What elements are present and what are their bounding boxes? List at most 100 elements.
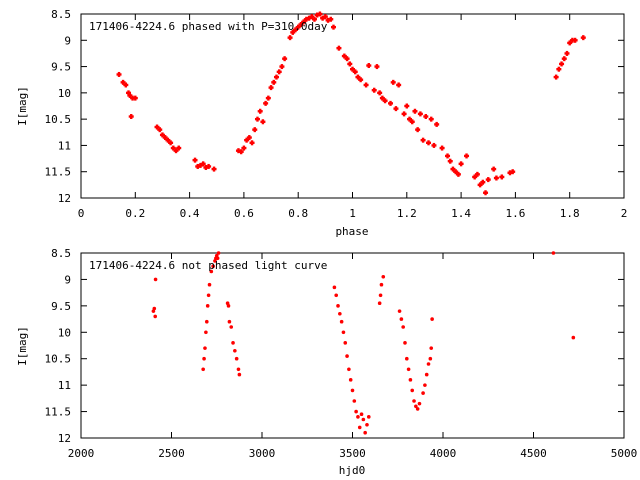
data-point bbox=[176, 145, 182, 151]
data-point bbox=[403, 341, 407, 345]
x-tick-label: 1.4 bbox=[451, 207, 471, 220]
data-point bbox=[572, 37, 578, 43]
data-point bbox=[348, 378, 353, 382]
data-point bbox=[162, 135, 168, 141]
data-point bbox=[238, 149, 244, 155]
data-point bbox=[347, 367, 351, 372]
data-point bbox=[408, 378, 413, 382]
data-point bbox=[206, 163, 212, 169]
data-point bbox=[257, 108, 263, 114]
data-point bbox=[309, 14, 315, 20]
data-point bbox=[412, 108, 418, 114]
data-point bbox=[417, 401, 422, 406]
y-tick-label: 10 bbox=[58, 87, 71, 100]
data-point bbox=[153, 277, 158, 282]
data-point bbox=[430, 317, 434, 321]
data-point bbox=[317, 11, 323, 17]
y-tick-label: 8.5 bbox=[51, 247, 71, 260]
data-point bbox=[458, 161, 464, 167]
data-point bbox=[445, 153, 451, 159]
data-point bbox=[330, 24, 336, 30]
data-point bbox=[206, 293, 211, 298]
data-point bbox=[379, 282, 384, 287]
data-point bbox=[246, 135, 252, 141]
data-point bbox=[341, 330, 346, 335]
data-point bbox=[388, 100, 394, 106]
data-point bbox=[336, 304, 340, 308]
y-tick-label: 10.5 bbox=[45, 113, 72, 126]
data-point bbox=[363, 82, 369, 88]
y-tick-label: 9 bbox=[64, 34, 71, 47]
data-point bbox=[424, 372, 429, 377]
data-point bbox=[344, 56, 350, 62]
x-tick-label: 1 bbox=[349, 207, 356, 220]
data-point bbox=[282, 56, 288, 62]
unphased-data-points bbox=[151, 251, 576, 435]
data-point bbox=[254, 116, 260, 122]
data-point bbox=[123, 82, 129, 88]
unphased-x-axis-label: hjd0 bbox=[339, 464, 366, 477]
data-point bbox=[428, 356, 433, 361]
unphased-x-axis: 2000 2500 3000 3500 4000 4500 5000 bbox=[68, 253, 637, 460]
data-point bbox=[120, 79, 126, 85]
data-point bbox=[355, 74, 361, 80]
data-point bbox=[241, 145, 247, 151]
data-point bbox=[226, 304, 231, 308]
data-point bbox=[157, 127, 163, 133]
data-point bbox=[314, 12, 320, 18]
data-point bbox=[263, 100, 269, 106]
unphased-plot-panel: 8.5 9 9.5 10 10.5 11 11.5 12 2000 2500 3000 3500 40… bbox=[16, 247, 637, 477]
data-point bbox=[358, 77, 364, 83]
data-point bbox=[429, 346, 434, 350]
data-point bbox=[350, 388, 355, 393]
x-tick-label: 0.4 bbox=[180, 207, 200, 220]
data-point bbox=[202, 356, 206, 361]
data-point bbox=[371, 87, 377, 93]
x-tick-label: 1.8 bbox=[560, 207, 580, 220]
data-point bbox=[127, 92, 133, 98]
data-point bbox=[483, 190, 489, 196]
data-point bbox=[399, 317, 404, 321]
unphased-plot-title: 171406-4224.6 not phased light curve bbox=[89, 259, 327, 272]
data-point bbox=[406, 367, 411, 372]
data-point bbox=[170, 145, 176, 151]
phased-plot-title: 171406-4224.6 phased with P=310.0day bbox=[89, 20, 328, 33]
data-point bbox=[128, 114, 134, 120]
data-point bbox=[453, 169, 459, 175]
data-point bbox=[365, 422, 369, 427]
data-point bbox=[292, 27, 298, 33]
data-point bbox=[551, 251, 556, 255]
x-tick-label: 1.2 bbox=[397, 207, 417, 220]
y-tick-label: 9.5 bbox=[51, 61, 71, 74]
data-point bbox=[361, 417, 366, 422]
data-point bbox=[378, 293, 383, 298]
x-tick-label: 4500 bbox=[520, 447, 547, 460]
data-point bbox=[356, 415, 360, 419]
data-point bbox=[204, 330, 208, 335]
phased-plot-panel: 8.5 9 9.5 10 10.5 11 11.5 12 0 0.2 0.4 0.6 0.8 1 1.2 1… bbox=[16, 8, 627, 238]
data-point bbox=[126, 90, 132, 96]
data-point bbox=[410, 388, 415, 393]
data-point bbox=[382, 98, 388, 104]
data-point bbox=[252, 127, 258, 133]
data-point bbox=[359, 412, 364, 417]
y-tick-label: 12 bbox=[58, 432, 71, 445]
data-point bbox=[229, 325, 234, 329]
y-tick-label: 8.5 bbox=[51, 8, 71, 21]
data-point bbox=[401, 325, 405, 329]
data-point bbox=[421, 391, 425, 395]
data-point bbox=[195, 163, 201, 169]
data-point bbox=[159, 132, 165, 138]
data-point bbox=[273, 74, 279, 80]
data-point bbox=[205, 304, 210, 308]
data-point bbox=[405, 356, 409, 361]
data-point bbox=[201, 367, 205, 372]
data-point bbox=[561, 56, 567, 62]
data-point bbox=[396, 82, 402, 88]
data-point bbox=[472, 174, 478, 180]
data-point bbox=[231, 341, 235, 345]
data-point bbox=[423, 383, 427, 387]
data-point bbox=[477, 182, 483, 188]
data-point bbox=[556, 66, 562, 72]
data-point bbox=[197, 162, 203, 168]
